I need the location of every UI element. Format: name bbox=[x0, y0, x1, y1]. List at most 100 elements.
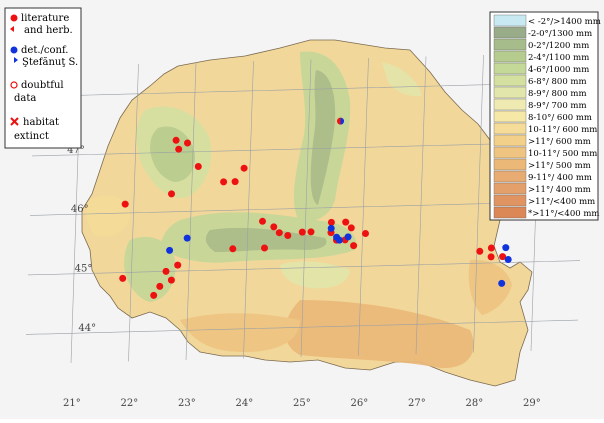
record-literature bbox=[307, 228, 315, 236]
lon-label: 25° bbox=[293, 398, 311, 409]
record-literature bbox=[327, 218, 335, 226]
climate-label: >11°/<400 mm bbox=[528, 197, 595, 207]
legend-detconf-line2: Ştefănuţ S. bbox=[22, 57, 78, 68]
climate-swatch bbox=[493, 170, 527, 183]
legend-literature-line1: literature bbox=[21, 13, 69, 24]
record-literature bbox=[298, 228, 306, 236]
legend-blue-dot-icon bbox=[10, 46, 18, 54]
record-literature bbox=[270, 223, 278, 231]
climate-label: 9-11°/ 400 mm bbox=[528, 173, 592, 183]
markers-mixed bbox=[337, 117, 345, 125]
climate-swatch bbox=[493, 62, 527, 75]
lon-label: 21° bbox=[63, 398, 81, 409]
record-literature bbox=[168, 190, 175, 198]
lon-label: 28° bbox=[466, 398, 484, 409]
climate-swatch bbox=[493, 110, 527, 123]
record-detconf bbox=[183, 234, 191, 242]
lon-label: 26° bbox=[351, 398, 369, 409]
legend-cross-icon bbox=[10, 117, 19, 126]
climate-swatch bbox=[493, 158, 527, 171]
record-detconf bbox=[327, 224, 335, 232]
record-literature bbox=[261, 244, 268, 252]
record-literature bbox=[347, 224, 355, 232]
record-literature bbox=[119, 274, 127, 282]
climate-swatch bbox=[493, 38, 527, 51]
climate-swatch bbox=[493, 86, 527, 99]
climate-legend: < -2°/>1400 mm -2-0°/1300 mm 0-2°/1200 mm 2… bbox=[489, 11, 601, 221]
record-detconf bbox=[504, 256, 512, 263]
climate-swatch bbox=[493, 74, 527, 87]
climate-label: 2-4°/1100 mm bbox=[528, 53, 589, 63]
climate-label: < -2°/>1400 mm bbox=[528, 17, 601, 27]
record-literature bbox=[342, 218, 350, 226]
legend-literature-line2: and herb. bbox=[24, 25, 73, 36]
record-detconf bbox=[498, 279, 506, 287]
record-literature bbox=[259, 217, 266, 225]
climate-label: -2-0°/1300 mm bbox=[528, 29, 592, 39]
legend-red-half-icon bbox=[10, 26, 14, 32]
record-literature bbox=[229, 245, 237, 253]
record-detconf bbox=[344, 233, 352, 241]
climate-label: 10-11°/ 600 mm bbox=[528, 125, 597, 135]
record-literature bbox=[240, 164, 248, 172]
meridian-25 bbox=[300, 59, 312, 358]
lon-label: 23° bbox=[178, 398, 196, 409]
lon-label: 22° bbox=[121, 398, 139, 409]
record-literature bbox=[167, 276, 175, 284]
climate-swatch bbox=[493, 146, 527, 159]
climate-swatch bbox=[493, 122, 527, 135]
markers-detconf bbox=[166, 224, 512, 287]
climate-label: >11°/ 500 mm bbox=[528, 161, 591, 171]
climate-swatch bbox=[493, 206, 527, 219]
lat-label: 46° bbox=[71, 204, 89, 215]
record-literature bbox=[194, 163, 202, 170]
record-literature-half bbox=[337, 117, 341, 125]
record-literature bbox=[172, 136, 180, 144]
climate-swatch bbox=[493, 134, 527, 147]
symbol-legend: literature and herb. det./conf. Ştefănuţ… bbox=[4, 7, 82, 149]
record-detconf bbox=[335, 236, 343, 244]
climate-swatch bbox=[493, 182, 527, 195]
climate-label: 0-2°/1200 mm bbox=[528, 41, 589, 51]
record-literature bbox=[362, 230, 369, 237]
legend-detconf-line1: det./conf. bbox=[21, 45, 68, 56]
legend-extinct-line1: habitat bbox=[23, 117, 59, 128]
climate-label: 8-10°/ 600 mm bbox=[528, 113, 592, 123]
climate-label: 10-11°/ 500 mm bbox=[528, 149, 597, 159]
longitude-labels: 21° 22° 23° 24° 25° 26° 27° 28° 29° bbox=[63, 398, 541, 409]
climate-swatch bbox=[493, 194, 527, 207]
record-literature bbox=[487, 244, 495, 252]
climate-label: >11°/ 400 mm bbox=[528, 185, 591, 195]
climate-label: 4-6°/1000 mm bbox=[528, 65, 589, 75]
record-literature bbox=[487, 253, 495, 261]
record-literature bbox=[174, 261, 182, 269]
meridian-23 bbox=[185, 62, 197, 361]
record-literature bbox=[162, 267, 170, 275]
relief-carpathians bbox=[86, 51, 512, 369]
record-literature bbox=[499, 253, 507, 261]
lon-label: 29° bbox=[523, 398, 541, 409]
record-literature bbox=[350, 242, 358, 250]
climate-label: 6-8°/ 800 mm bbox=[528, 77, 587, 87]
climate-swatch bbox=[493, 98, 527, 111]
record-literature bbox=[284, 232, 292, 239]
legend-open-circle-icon bbox=[10, 81, 18, 89]
record-literature bbox=[220, 178, 228, 186]
lon-label: 27° bbox=[408, 398, 426, 409]
meridian-22 bbox=[128, 63, 139, 362]
record-detconf bbox=[502, 244, 510, 252]
record-literature bbox=[175, 145, 183, 153]
record-literature bbox=[184, 139, 191, 147]
lat-label: 45° bbox=[75, 264, 93, 275]
lat-label: 44° bbox=[78, 323, 96, 334]
climate-swatch bbox=[493, 26, 527, 39]
legend-doubtful-line2: data bbox=[14, 93, 36, 104]
record-detconf bbox=[166, 246, 174, 254]
meridian-27 bbox=[415, 56, 427, 355]
climate-label: 8-9°/ 800 mm bbox=[528, 89, 587, 99]
record-literature bbox=[150, 291, 158, 299]
legend-extinct-line2: extinct bbox=[14, 131, 49, 142]
legend-blue-half-icon bbox=[14, 57, 18, 63]
